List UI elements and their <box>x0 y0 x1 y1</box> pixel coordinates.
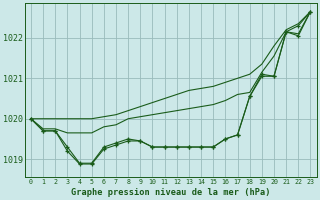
X-axis label: Graphe pression niveau de la mer (hPa): Graphe pression niveau de la mer (hPa) <box>71 188 270 197</box>
